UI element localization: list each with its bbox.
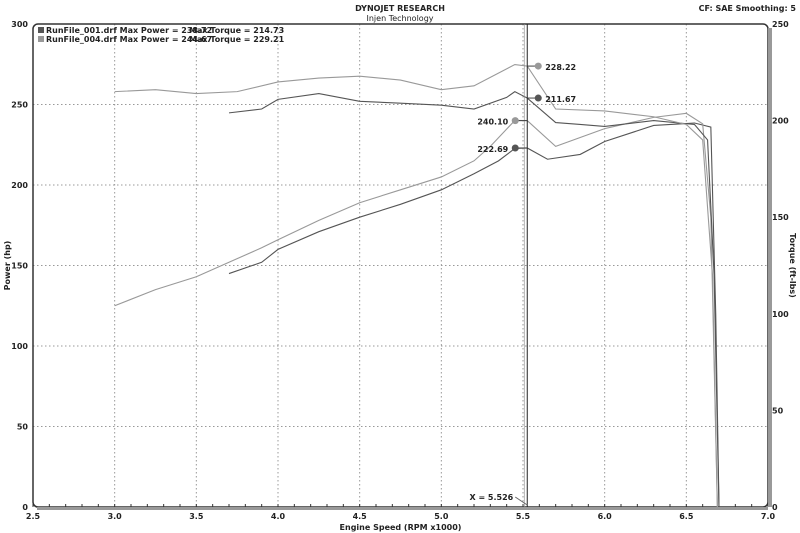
value-marker-label: 211.67 [545,95,576,104]
x-tick-label: 4.5 [353,512,368,521]
cursor-label-leader [514,496,528,506]
value-marker [511,144,519,152]
plot-frame-shadow [37,507,768,510]
y-axis-label: Power (hp) [3,241,12,291]
plot-frame-shadow [768,28,772,507]
y-tick-label: 300 [11,20,28,29]
series-line-runfile_001-power [228,122,720,508]
y-tick-label: 200 [11,181,28,190]
y-tick-label: 100 [11,342,28,351]
y-tick-label: 50 [17,423,29,432]
y2-tick-label: 150 [772,213,789,222]
x-tick-label: 4.0 [271,512,286,521]
y2-tick-label: 50 [772,406,784,415]
x-tick-label: 7.0 [761,512,776,521]
legend-swatch [38,36,44,42]
value-marker-label: 222.69 [477,145,508,154]
x-tick-label: 3.5 [189,512,204,521]
legend-torque: Max Torque = 229.21 [189,35,285,44]
chart-title: DYNOJET RESEARCH [355,4,445,13]
legend-entry: RunFile_004.drf Max Power = 244.67 [46,35,212,44]
legend-entry: RunFile_001.drf Max Power = 238.72 [46,26,212,35]
x-axis-label: Engine Speed (RPM x1000) [340,523,462,532]
x-tick-label: 5.0 [434,512,449,521]
x-tick-label: 5.5 [516,512,531,521]
chart-subtitle: Injen Technology [366,14,434,23]
y2-axis-label: Torque (ft-lbs) [788,233,797,298]
y2-tick-label: 100 [772,310,789,319]
value-marker-label: 240.10 [477,118,508,127]
value-marker [511,117,519,125]
series-line-runfile_004-torque [114,64,718,508]
y2-tick-label: 250 [772,20,789,29]
x-tick-label: 2.5 [26,512,41,521]
x-tick-label: 6.0 [598,512,613,521]
series-line-runfile_001-torque [228,90,720,508]
settings-label: CF: SAE Smoothing: 5 [698,4,796,13]
y2-tick-label: 200 [772,117,789,126]
x-tick-label: 6.5 [679,512,694,521]
y2-tick-label: 0 [772,503,778,512]
cursor-label: X = 5.526 [469,493,513,502]
y-tick-label: 0 [22,503,28,512]
value-marker [534,94,542,102]
legend-swatch [38,27,44,33]
legend-torque: Max Torque = 214.73 [189,26,284,35]
value-marker-label: 228.22 [545,63,576,72]
y-tick-label: 150 [11,262,28,271]
x-tick-label: 3.0 [108,512,123,521]
series-line-runfile_004-power [114,112,718,508]
y-tick-label: 250 [11,101,28,110]
value-marker [534,62,542,70]
